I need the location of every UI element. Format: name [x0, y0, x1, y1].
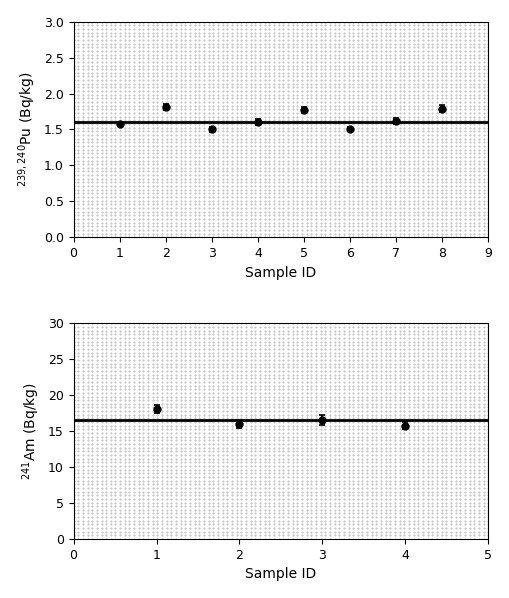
- Y-axis label: $^{239,240}$Pu (Bq/kg): $^{239,240}$Pu (Bq/kg): [17, 72, 38, 187]
- X-axis label: Sample ID: Sample ID: [245, 568, 317, 581]
- X-axis label: Sample ID: Sample ID: [245, 266, 317, 279]
- Y-axis label: $^{241}$Am (Bq/kg): $^{241}$Am (Bq/kg): [21, 382, 42, 480]
